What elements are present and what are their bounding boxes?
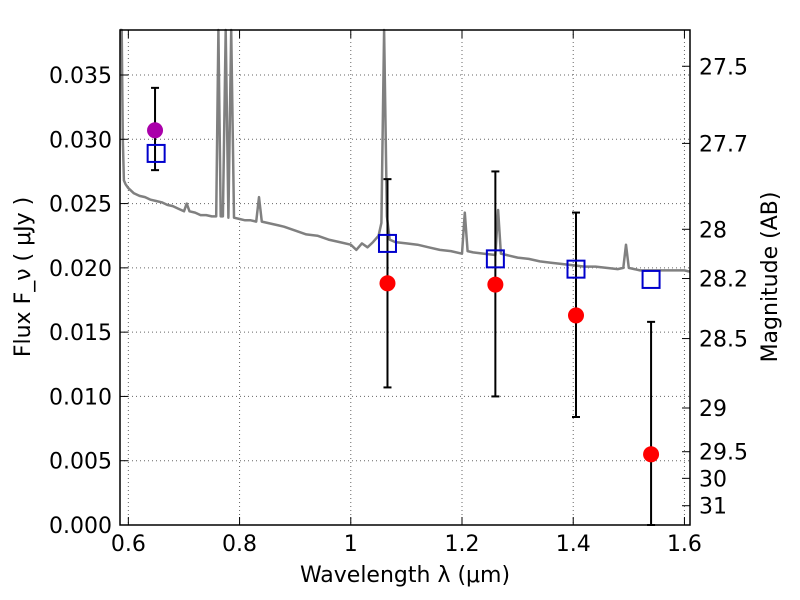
y-tick-label: 0.030 — [49, 128, 112, 153]
y-right-tick-label: 28.2 — [699, 268, 748, 293]
x-tick-label: 1.6 — [667, 532, 702, 557]
y-right-tick-label: 28 — [699, 218, 727, 243]
x-tick-label: 1 — [344, 532, 358, 557]
x-tick-label: 1.4 — [556, 532, 591, 557]
marker-layer — [146, 122, 661, 463]
y-right-tick-label: 28.5 — [699, 328, 748, 353]
y-tick-label: 0.020 — [49, 257, 112, 282]
y-tick-label: 0.035 — [49, 64, 112, 89]
x-tick-label: 1.2 — [445, 532, 480, 557]
model-point — [146, 143, 166, 163]
y-right-tick-label: 27.7 — [699, 132, 748, 157]
y-right-tick-label: 30 — [699, 467, 727, 492]
grid-layer — [120, 30, 690, 526]
model-point — [377, 233, 397, 253]
y-axis-title: Flux F_ν ( μJy ) — [11, 197, 36, 357]
y-tick-label: 0.025 — [49, 193, 112, 218]
spectrum-line — [120, 28, 691, 273]
data-point — [147, 122, 164, 139]
y-right-tick-label: 31 — [699, 495, 727, 520]
plot-frame — [119, 29, 691, 526]
data-point — [487, 276, 504, 293]
y-right-tick-label: 27.5 — [699, 55, 748, 80]
data-point — [568, 307, 584, 324]
model-point — [641, 269, 661, 289]
y-right-tick-label: 29 — [699, 397, 727, 422]
y-tick-label: 0.005 — [49, 450, 112, 475]
y-tick-label: 0.015 — [49, 321, 112, 346]
tick-layer: 0.6 0.8 1 1.2 1.4 1.6 0.000 0.005 0.010 0.015 0.02… — [49, 30, 748, 557]
model-point — [566, 259, 586, 279]
y-right-axis-title: Magnitude (AB) — [758, 192, 783, 363]
y-tick-label: 0.000 — [49, 514, 112, 539]
x-axis-title: Wavelength λ (μm) — [300, 563, 510, 588]
y-tick-label: 0.010 — [49, 385, 112, 410]
data-point — [643, 446, 660, 463]
data-point — [379, 275, 396, 292]
line-layer — [120, 28, 691, 273]
x-tick-label: 0.8 — [222, 532, 257, 557]
model-point — [485, 249, 505, 269]
y-right-tick-label: 29.5 — [699, 441, 748, 466]
x-tick-label: 0.6 — [111, 532, 146, 557]
